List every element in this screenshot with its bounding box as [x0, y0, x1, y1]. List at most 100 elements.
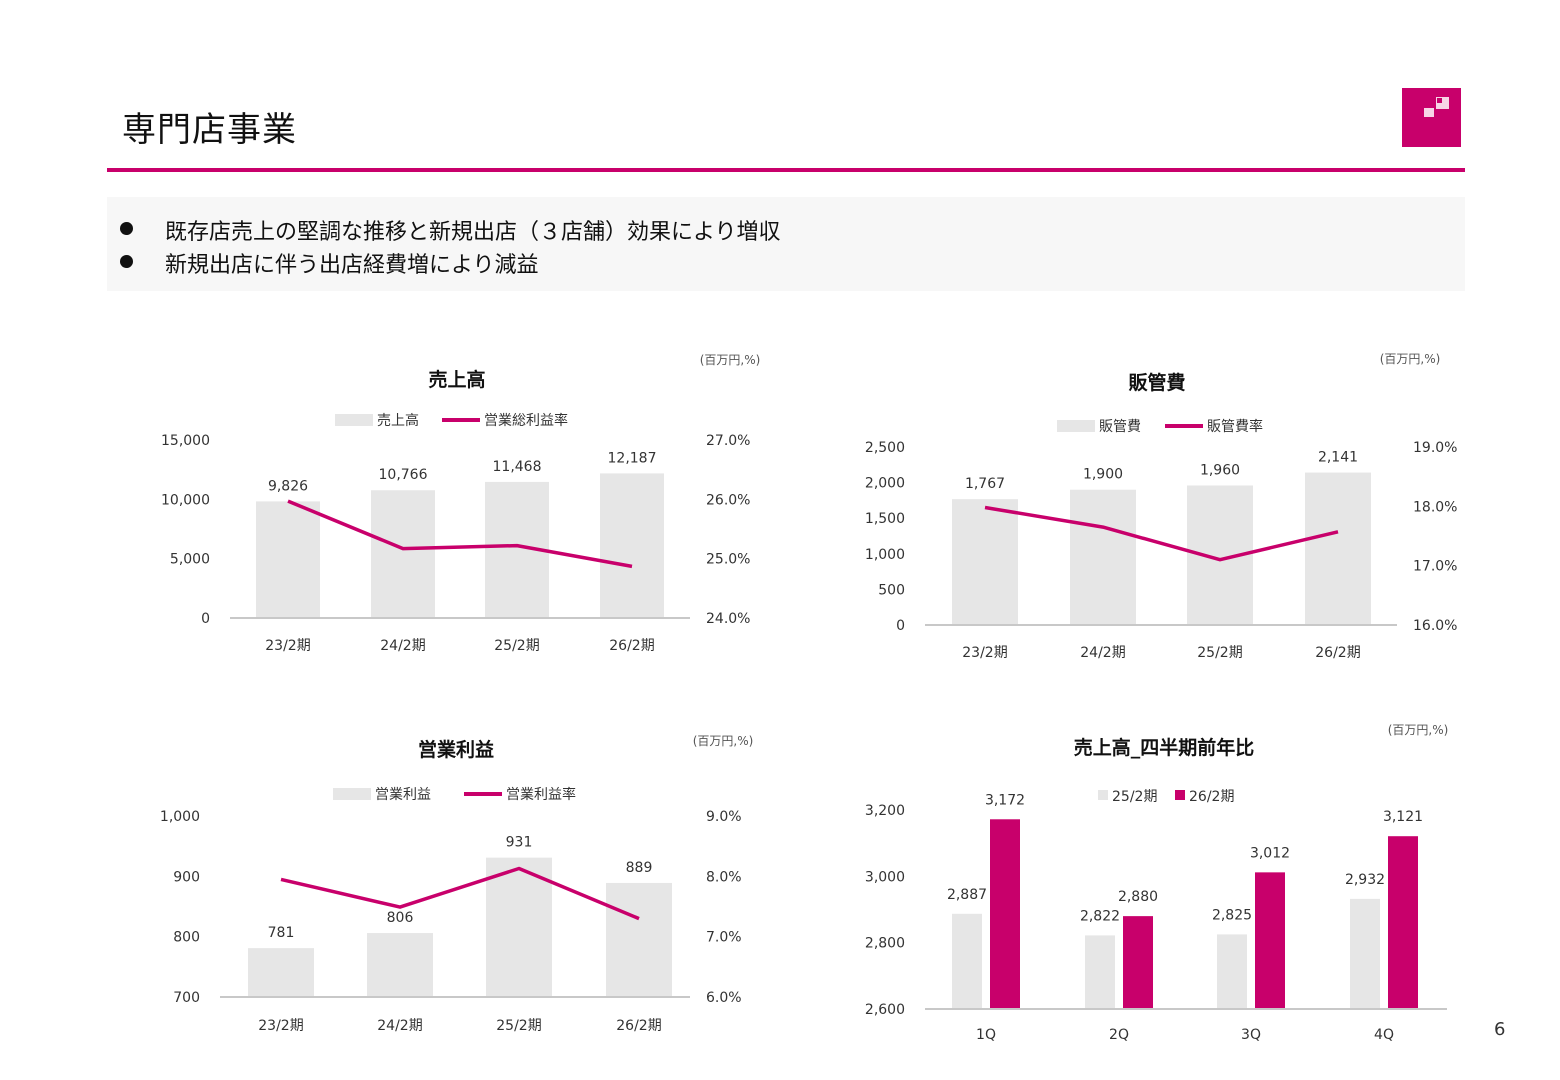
chart-title: 販管費	[1128, 371, 1185, 394]
bar-data-label: 9,826	[268, 478, 308, 494]
y2-tick-label: 18.0%	[1413, 499, 1457, 515]
chart-title: 売上高_四半期前年比	[1074, 736, 1255, 759]
bar	[1123, 916, 1153, 1009]
unit-label: (百万円,%)	[700, 353, 761, 367]
bar	[1388, 836, 1418, 1009]
bar	[1070, 489, 1136, 625]
bar	[256, 501, 320, 618]
x-tick-label: 26/2期	[1315, 645, 1360, 661]
x-tick-label: 23/2期	[265, 638, 310, 654]
bar-data-label: 11,468	[493, 459, 542, 475]
y2-tick-label: 8.0%	[706, 869, 742, 885]
bar-data-label: 889	[626, 860, 653, 876]
y-tick-label: 0	[201, 611, 210, 627]
chart-title: 売上高	[428, 368, 485, 391]
summary-bullet: 既存店売上の堅調な推移と新規出店（３店舗）効果により増収	[120, 214, 781, 246]
y2-tick-label: 9.0%	[706, 809, 742, 825]
y2-tick-label: 24.0%	[706, 611, 750, 627]
x-tick-label: 26/2期	[616, 1018, 661, 1034]
y2-tick-label: 26.0%	[706, 492, 750, 508]
page-title: 専門店事業	[122, 110, 297, 150]
chart-title: 営業利益	[418, 738, 494, 761]
legend-label: 25/2期	[1112, 789, 1157, 805]
bar-data-label: 2,141	[1318, 450, 1358, 466]
bar-data-label: 2,822	[1080, 908, 1120, 924]
bar-data-label: 1,767	[965, 476, 1005, 492]
y2-tick-label: 27.0%	[706, 433, 750, 449]
y-tick-label: 800	[173, 930, 200, 946]
summary-bullet: 新規出店に伴う出店経費増により減益	[120, 247, 539, 279]
y-tick-label: 700	[173, 990, 200, 1006]
page-number: 6	[1494, 1019, 1506, 1040]
x-tick-label: 1Q	[976, 1027, 996, 1043]
bar-data-label: 3,121	[1383, 809, 1423, 825]
y-tick-label: 900	[173, 869, 200, 885]
bar	[952, 913, 982, 1009]
bar	[486, 857, 552, 997]
legend-bar-swatch	[335, 414, 373, 426]
bar	[1305, 472, 1371, 625]
unit-label: (百万円,%)	[1380, 352, 1441, 366]
x-tick-label: 25/2期	[1197, 645, 1242, 661]
y-tick-label: 500	[878, 582, 905, 598]
bar-data-label: 12,187	[608, 450, 657, 466]
bar	[1350, 898, 1380, 1009]
bar-data-label: 3,012	[1250, 845, 1290, 861]
x-tick-label: 24/2期	[377, 1018, 422, 1034]
bar-data-label: 781	[268, 925, 295, 941]
y2-tick-label: 25.0%	[706, 552, 750, 568]
y-tick-label: 2,000	[865, 476, 905, 492]
y-tick-label: 10,000	[161, 492, 210, 508]
x-tick-label: 3Q	[1241, 1027, 1261, 1043]
legend-label: 営業総利益率	[484, 412, 568, 429]
bar-data-label: 806	[387, 910, 414, 926]
x-tick-label: 23/2期	[962, 645, 1007, 661]
bar-data-label: 10,766	[379, 467, 428, 483]
bar-data-label: 3,172	[985, 792, 1025, 808]
legend-label: 26/2期	[1189, 789, 1234, 805]
bar	[1255, 872, 1285, 1009]
y-tick-label: 3,200	[865, 803, 905, 819]
bar-data-label: 1,900	[1083, 467, 1123, 483]
x-tick-label: 23/2期	[258, 1018, 303, 1034]
unit-label: (百万円,%)	[693, 734, 754, 748]
ratio-line	[280, 866, 640, 921]
x-tick-label: 24/2期	[1080, 645, 1125, 661]
y-tick-label: 2,600	[865, 1002, 905, 1018]
y-tick-label: 1,000	[865, 547, 905, 563]
y-tick-label: 2,800	[865, 936, 905, 952]
x-tick-label: 2Q	[1109, 1027, 1129, 1043]
legend-label: 営業利益率	[506, 786, 576, 803]
x-tick-label: 24/2期	[380, 638, 425, 654]
bar	[600, 473, 664, 618]
bar	[990, 819, 1020, 1009]
bar-data-label: 2,887	[947, 887, 987, 903]
legend-bar-swatch	[1057, 420, 1095, 432]
bar	[371, 490, 435, 618]
y-tick-label: 1,500	[865, 511, 905, 527]
y-tick-label: 15,000	[161, 433, 210, 449]
bar	[248, 948, 314, 997]
y2-tick-label: 16.0%	[1413, 618, 1457, 634]
legend-bar-swatch	[1098, 790, 1108, 800]
unit-label: (百万円,%)	[1388, 723, 1449, 737]
x-tick-label: 4Q	[1374, 1027, 1394, 1043]
summary-panel	[107, 197, 1465, 291]
bar	[367, 933, 433, 997]
y2-tick-label: 19.0%	[1413, 440, 1457, 456]
y-tick-label: 0	[896, 618, 905, 634]
y-tick-label: 3,000	[865, 869, 905, 885]
legend-bar-swatch	[1175, 790, 1185, 800]
ratio-line	[984, 505, 1339, 562]
bar-data-label: 2,880	[1118, 889, 1158, 905]
x-tick-label: 25/2期	[496, 1018, 541, 1034]
bar	[606, 882, 672, 997]
bar	[1085, 935, 1115, 1009]
x-tick-label: 25/2期	[494, 638, 539, 654]
bar-data-label: 931	[506, 835, 533, 851]
legend-bar-swatch	[333, 788, 371, 800]
title-underline	[107, 168, 1465, 172]
bar-data-label: 2,932	[1345, 872, 1385, 888]
ratio-line	[287, 499, 633, 569]
